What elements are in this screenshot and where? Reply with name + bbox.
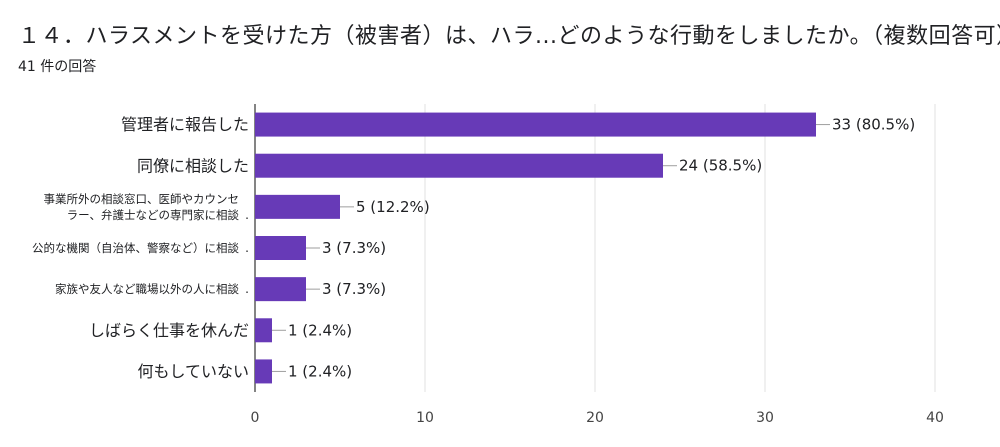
bar	[255, 359, 272, 384]
category-labels: 管理者に報告した同僚に相談した事業所外の相談窓口、医師やカウンセラー、弁護士など…	[32, 115, 249, 381]
x-tick-label: 40	[926, 410, 944, 426]
bar	[255, 236, 306, 260]
bar	[255, 112, 816, 137]
value-label: 1 (2.4%)	[288, 321, 352, 339]
bar	[255, 153, 663, 178]
value-label: 5 (12.2%)	[356, 198, 430, 216]
value-label: 3 (7.3%)	[322, 239, 386, 257]
category-label: 管理者に報告した	[121, 115, 249, 134]
value-label: 3 (7.3%)	[322, 280, 386, 298]
value-label: 24 (58.5%)	[679, 157, 762, 175]
category-label: 事業所外の相談窓口、医師やカウンセ	[44, 192, 240, 206]
category-label: 何もしていない	[137, 362, 249, 381]
truncation-mark: .	[245, 282, 249, 296]
x-axis-ticks: 0 10 20 30 40	[251, 410, 944, 426]
truncation-mark: .	[245, 208, 249, 222]
category-label: 公的な機関（自治体、警察など）に相談	[32, 241, 239, 255]
category-label: 同僚に相談した	[137, 156, 249, 175]
truncation-mark: .	[245, 241, 249, 255]
bar	[255, 318, 272, 343]
bars	[255, 112, 816, 384]
bar	[255, 277, 306, 302]
x-tick-label: 30	[756, 410, 774, 426]
response-count: 41 件の回答	[18, 59, 97, 75]
x-tick-label: 10	[416, 410, 434, 426]
value-label: 33 (80.5%)	[832, 116, 915, 134]
category-label: しばらく仕事を休んだ	[89, 321, 249, 340]
value-label: 1 (2.4%)	[288, 362, 352, 380]
question-title: １４．ハラスメントを受けた方（被害者）は、ハラ...どのような行動をしましたか。…	[18, 24, 1000, 49]
x-tick-label: 20	[586, 410, 604, 426]
category-label: ラー、弁護士などの専門家に相談	[67, 208, 240, 222]
category-label: 家族や友人など職場以外の人に相談	[55, 282, 239, 296]
value-labels: 33 (80.5%) 24 (58.5%) 5 (12.2%) 3 (7.3%) 3 (…	[272, 116, 915, 380]
bar	[255, 194, 340, 219]
x-tick-label: 0	[251, 410, 260, 426]
